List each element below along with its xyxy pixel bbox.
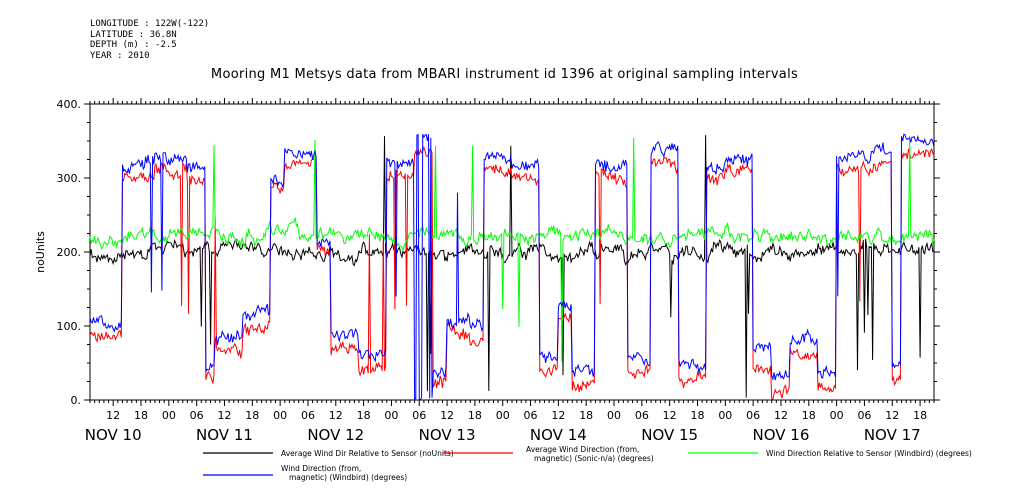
x-hour-label: 00: [830, 409, 844, 422]
series-line-1: [89, 135, 935, 398]
x-hour-label: 06: [190, 409, 204, 422]
station-metadata: LONGITUDE : 122W(-122) LATITUDE : 36.8N …: [90, 19, 209, 61]
x-date-label: NOV 16: [753, 426, 810, 444]
series-line-2: [89, 145, 935, 401]
x-hour-label: 12: [885, 409, 899, 422]
x-hour-label: 06: [524, 409, 538, 422]
x-hour-label: 18: [245, 409, 259, 422]
legend-label-4: Wind Direction (from, magnetic) (Windbird…: [281, 464, 407, 482]
y-tick-label: 100.: [57, 320, 82, 333]
x-hour-label: 06: [301, 409, 315, 422]
series-line-3: [89, 135, 935, 362]
x-hour-label: 18: [913, 409, 927, 422]
x-hour-label: 12: [106, 409, 120, 422]
legend-label-2: Average Wind Direction (from, magnetic) (…: [526, 445, 654, 463]
x-hour-label: 12: [217, 409, 231, 422]
chart-title: Mooring M1 Metsys data from MBARI instru…: [210, 67, 799, 82]
x-hour-label: 00: [718, 409, 732, 422]
x-hour-label: 00: [384, 409, 398, 422]
y-tick-label: 400.: [57, 98, 82, 111]
x-date-label: NOV 10: [85, 426, 142, 444]
y-tick-label: 200.: [57, 246, 82, 259]
series-layer: [89, 133, 935, 401]
legend: Average Wind Dir Relative to Sensor (noU…: [203, 445, 972, 482]
depth-label: DEPTH (m) : -2.5: [90, 40, 177, 50]
x-hour-label: 06: [857, 409, 871, 422]
legend-label-1: Average Wind Dir Relative to Sensor (noU…: [281, 449, 454, 458]
x-date-label: NOV 12: [307, 426, 364, 444]
x-hour-label: 18: [690, 409, 704, 422]
x-hour-label: 00: [496, 409, 510, 422]
x-hour-label: 00: [607, 409, 621, 422]
y-tick-label: 300.: [57, 172, 82, 185]
y-tick-label: 0.: [71, 394, 82, 407]
x-date-label: NOV 13: [419, 426, 476, 444]
x-hour-label: 06: [412, 409, 426, 422]
x-hour-label: 00: [162, 409, 176, 422]
x-hour-label: 18: [357, 409, 371, 422]
x-hour-label: 00: [273, 409, 287, 422]
x-date-label: NOV 15: [641, 426, 698, 444]
series-line-4: [89, 133, 935, 401]
legend-label-3: Wind Direction Relative to Sensor (Windb…: [766, 449, 972, 458]
year-label: YEAR : 2010: [90, 50, 150, 61]
x-hour-label: 12: [774, 409, 788, 422]
x-hour-label: 18: [134, 409, 148, 422]
x-hour-label: 18: [802, 409, 816, 422]
x-date-label: NOV 14: [530, 426, 587, 444]
y-axis-label: noUnits: [34, 231, 47, 273]
x-hour-label: 18: [579, 409, 593, 422]
latitude-label: LATITUDE : 36.8N: [90, 29, 177, 40]
x-date-label: NOV 11: [196, 426, 253, 444]
x-date-label: NOV 17: [864, 426, 921, 444]
axes: 0. 100. 200. 300. 400. noUnits 12 18 00 06 12 18 00 0…: [34, 98, 940, 444]
longitude-label: LONGITUDE : 122W(-122): [90, 19, 210, 29]
x-hour-label: 18: [468, 409, 482, 422]
x-hour-label: 12: [663, 409, 677, 422]
x-hour-label: 12: [440, 409, 454, 422]
x-hour-label: 06: [635, 409, 649, 422]
x-hour-label: 12: [329, 409, 343, 422]
x-hour-label: 06: [746, 409, 760, 422]
x-hour-label: 12: [551, 409, 565, 422]
